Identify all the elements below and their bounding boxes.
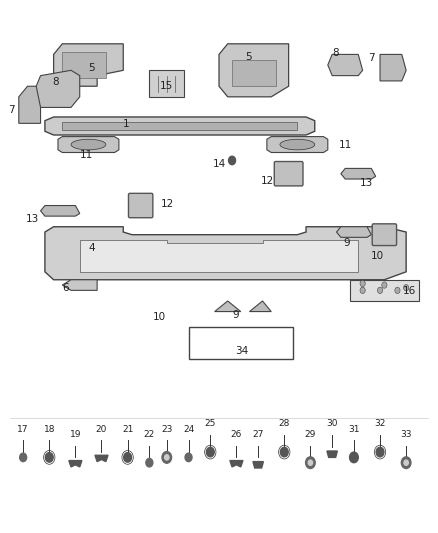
FancyBboxPatch shape: [274, 161, 303, 186]
Circle shape: [162, 451, 172, 463]
Circle shape: [403, 285, 409, 291]
Polygon shape: [62, 280, 97, 290]
Text: 23: 23: [161, 424, 173, 433]
Text: 34: 34: [236, 346, 249, 357]
Polygon shape: [45, 117, 315, 135]
Polygon shape: [41, 206, 80, 216]
Circle shape: [404, 460, 408, 465]
Polygon shape: [336, 227, 371, 237]
Text: 9: 9: [232, 310, 239, 320]
Circle shape: [401, 457, 411, 469]
Polygon shape: [58, 136, 119, 152]
Polygon shape: [327, 451, 337, 457]
Polygon shape: [341, 168, 376, 179]
Text: 15: 15: [159, 81, 173, 91]
Bar: [232, 60, 276, 86]
Polygon shape: [69, 461, 82, 467]
Circle shape: [229, 156, 236, 165]
Text: 5: 5: [245, 52, 252, 62]
Polygon shape: [380, 54, 406, 81]
Text: 21: 21: [122, 424, 133, 433]
Text: 31: 31: [348, 424, 360, 433]
Polygon shape: [95, 455, 108, 462]
Text: 27: 27: [252, 430, 264, 439]
Text: 8: 8: [53, 77, 60, 87]
Circle shape: [382, 282, 387, 288]
Text: 14: 14: [213, 159, 226, 169]
Text: 10: 10: [153, 312, 166, 322]
Text: 13: 13: [360, 177, 373, 188]
Circle shape: [146, 458, 153, 467]
Circle shape: [306, 457, 315, 469]
Polygon shape: [80, 240, 358, 272]
Text: 17: 17: [18, 424, 29, 433]
Text: 7: 7: [8, 105, 14, 115]
Text: 11: 11: [339, 140, 352, 150]
Text: 19: 19: [70, 430, 81, 439]
Text: 1: 1: [123, 119, 130, 130]
Circle shape: [185, 453, 192, 462]
Text: 29: 29: [305, 430, 316, 439]
Circle shape: [376, 447, 384, 457]
Circle shape: [360, 280, 365, 287]
Polygon shape: [219, 44, 289, 97]
Circle shape: [378, 287, 383, 294]
Polygon shape: [36, 70, 80, 108]
Text: 12: 12: [260, 175, 274, 185]
Text: 22: 22: [144, 430, 155, 439]
Circle shape: [308, 460, 313, 465]
Text: 6: 6: [62, 282, 69, 293]
Circle shape: [350, 452, 358, 463]
Circle shape: [124, 453, 131, 462]
Text: 24: 24: [183, 424, 194, 433]
Polygon shape: [19, 86, 41, 123]
Text: 11: 11: [80, 150, 93, 160]
Polygon shape: [62, 122, 297, 130]
Polygon shape: [267, 136, 328, 152]
Polygon shape: [149, 70, 184, 97]
Text: 33: 33: [400, 430, 412, 439]
Text: 5: 5: [88, 63, 95, 72]
Text: 4: 4: [88, 243, 95, 253]
Polygon shape: [250, 301, 271, 312]
Text: 12: 12: [161, 199, 174, 209]
Text: 32: 32: [374, 419, 386, 428]
Text: 30: 30: [326, 419, 338, 428]
Circle shape: [206, 447, 214, 457]
Circle shape: [165, 455, 169, 460]
FancyBboxPatch shape: [128, 193, 153, 217]
Polygon shape: [253, 462, 263, 468]
Text: 7: 7: [368, 53, 375, 63]
Circle shape: [20, 453, 27, 462]
Text: 28: 28: [279, 419, 290, 428]
Polygon shape: [53, 44, 123, 86]
Circle shape: [46, 453, 53, 462]
Circle shape: [280, 447, 288, 457]
Text: 9: 9: [343, 238, 350, 248]
Text: 18: 18: [43, 424, 55, 433]
Text: 26: 26: [231, 430, 242, 439]
Ellipse shape: [280, 139, 315, 150]
Polygon shape: [230, 461, 243, 467]
Text: 25: 25: [205, 419, 216, 428]
Polygon shape: [350, 280, 419, 301]
Text: 16: 16: [403, 286, 416, 296]
Circle shape: [360, 287, 365, 294]
Polygon shape: [215, 301, 241, 312]
Ellipse shape: [71, 139, 106, 150]
FancyBboxPatch shape: [372, 224, 396, 246]
Text: 13: 13: [25, 214, 39, 224]
Text: 10: 10: [371, 251, 384, 261]
Circle shape: [395, 287, 400, 294]
Polygon shape: [45, 227, 406, 280]
Text: 8: 8: [332, 48, 339, 58]
Bar: [62, 52, 106, 78]
Text: 20: 20: [96, 424, 107, 433]
Polygon shape: [328, 54, 363, 76]
